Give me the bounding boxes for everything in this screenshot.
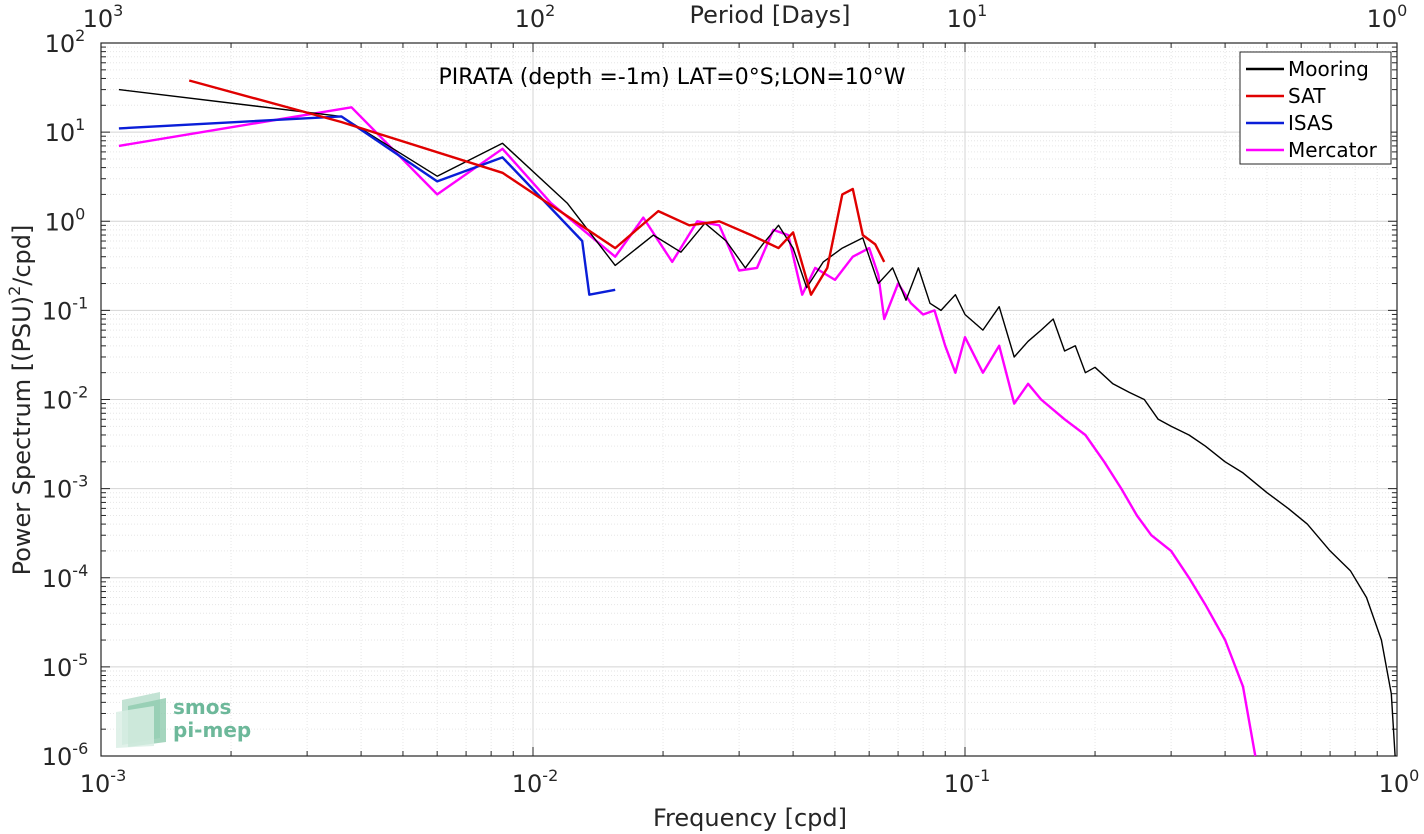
x-tick-label-base: 10 [512, 770, 543, 798]
top-tick-label: 101 [947, 1, 988, 33]
grid [100, 43, 1397, 757]
y-tick-label-exponent: 2 [75, 26, 85, 45]
top-tick-label-exponent: 0 [1397, 1, 1407, 20]
y-tick-label: 10-3 [42, 472, 89, 504]
legend-box [1239, 51, 1392, 165]
y-tick-label: 10-2 [42, 383, 89, 415]
y-tick-label: 10-4 [42, 561, 89, 593]
x-tick-label-exponent: -3 [110, 766, 126, 785]
y-tick-label-exponent: -1 [72, 293, 88, 312]
y-tick-label-base: 10 [42, 297, 73, 325]
y-tick-label: 101 [45, 115, 86, 147]
y-tick-label-exponent: 1 [75, 115, 85, 134]
series-line-mooring [118, 88, 1396, 757]
y-tick-label-exponent: -6 [72, 739, 88, 758]
y-tick-label-exponent: -5 [72, 650, 88, 669]
y-tick-label: 10-6 [42, 739, 89, 771]
x-tick-label: 100 [1379, 766, 1420, 798]
logo-text-smos: smos [173, 695, 231, 719]
x-tick-label-exponent: 0 [1409, 766, 1419, 785]
y-axis-label-sup: 2 [5, 286, 24, 296]
logo-text-pimep: pi-mep [173, 718, 251, 742]
y-axis-label-main: Power Spectrum [(PSU) [8, 296, 36, 575]
y-tick-label-base: 10 [42, 476, 73, 504]
top-tick-label-exponent: 1 [977, 1, 987, 20]
x-tick-label: 10-2 [512, 766, 559, 798]
y-tick-label-base: 10 [45, 208, 76, 236]
chart-title: PIRATA (depth =-1m) LAT=0°S;LON=10°W [438, 65, 905, 90]
x-tick-label-base: 10 [944, 770, 975, 798]
legend-label-mercator: Mercator [1288, 138, 1378, 162]
x-tick-label: 10-3 [80, 766, 127, 798]
x-tick-label-base: 10 [80, 770, 111, 798]
y-tick-label: 10-5 [42, 650, 89, 682]
legend: Mooring SAT ISAS Mercator [1239, 51, 1392, 165]
y-tick-label-base: 10 [45, 119, 76, 147]
y-tick-label: 102 [45, 26, 86, 58]
x-tick-label-exponent: -2 [542, 766, 558, 785]
series-line-sat [188, 79, 886, 296]
y-tick-label-base: 10 [42, 743, 73, 771]
y-tick-label-exponent: -2 [72, 383, 88, 402]
series-line-isas [118, 115, 616, 296]
y-tick-label-base: 10 [42, 387, 73, 415]
x-tick-label-base: 10 [1379, 770, 1410, 798]
y-axis-label-tail: /cpd] [8, 225, 36, 286]
top-tick-label-exponent: 2 [545, 1, 555, 20]
series-lines [118, 79, 1396, 757]
y-axis-label: Power Spectrum [(PSU)2/cpd] [5, 225, 36, 576]
top-tick-label-base: 10 [83, 5, 114, 33]
series-line-mercator [118, 106, 1257, 757]
top-tick-label-base: 10 [947, 5, 978, 33]
y-tick-label-exponent: -4 [72, 561, 88, 580]
x-tick-label: 10-1 [944, 766, 991, 798]
y-tick-label-base: 10 [42, 565, 73, 593]
legend-label-isas: ISAS [1288, 111, 1333, 135]
top-tick-label: 102 [515, 1, 556, 33]
y-tick-label: 100 [45, 204, 86, 236]
y-tick-label-exponent: -3 [72, 472, 88, 491]
y-tick-label-base: 10 [45, 30, 76, 58]
x-tick-label-exponent: -1 [974, 766, 990, 785]
top-axis-label: Period [Days] [689, 1, 850, 29]
y-tick-label: 10-1 [42, 293, 89, 325]
top-tick-label-base: 10 [1367, 5, 1398, 33]
logo-wave-icon-3 [116, 706, 154, 748]
y-tick-label-exponent: 0 [75, 204, 85, 223]
legend-label-mooring: Mooring [1288, 57, 1369, 81]
top-tick-label-base: 10 [515, 5, 546, 33]
top-tick-label: 103 [83, 1, 124, 33]
smos-pi-mep-logo: smos pi-mep [116, 692, 251, 748]
x-axis-label: Frequency [cpd] [653, 804, 847, 832]
top-tick-label-exponent: 3 [113, 1, 123, 20]
legend-label-sat: SAT [1288, 84, 1326, 108]
y-tick-label-base: 10 [42, 654, 73, 682]
top-tick-label: 100 [1367, 1, 1408, 33]
